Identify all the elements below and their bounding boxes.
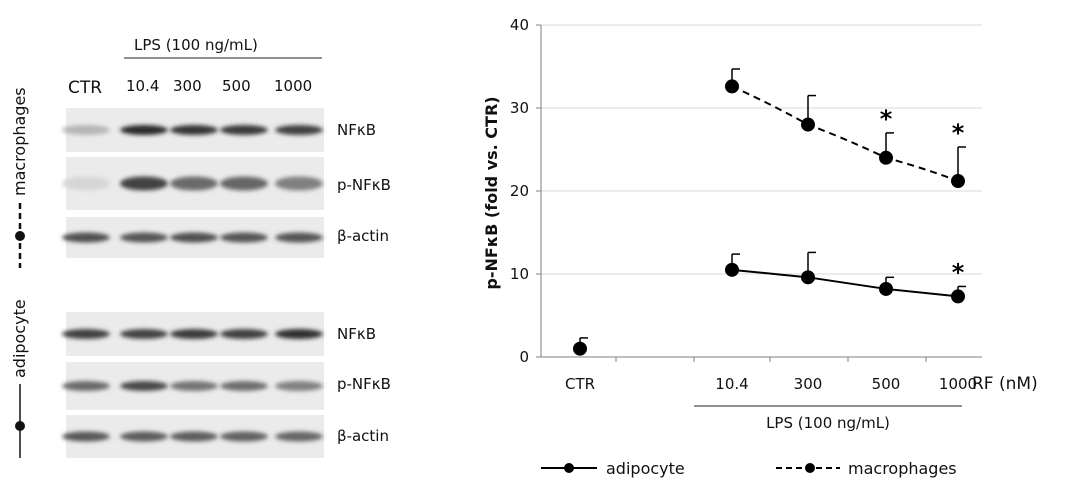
blot-band: [62, 381, 110, 391]
blot-band: [220, 381, 268, 391]
blot-band: [220, 232, 268, 243]
blot-band: [120, 431, 168, 442]
x-tick-label: 10.4: [715, 375, 748, 393]
blot-band: [62, 125, 110, 135]
legend-label-adipocyte: adipocyte: [606, 459, 685, 478]
series-lines: [731, 85, 959, 298]
blot-band: [275, 431, 323, 442]
row-label-mac-actin: β-actin: [337, 227, 389, 245]
blot-band: [220, 125, 268, 135]
x-tick-label: 500: [872, 375, 901, 393]
point-macrophages-10.4: [725, 79, 739, 94]
significance-star: *: [952, 258, 965, 286]
point-macrophages-500: [879, 150, 893, 165]
blot-band: [170, 176, 218, 191]
blot-strips: [62, 108, 324, 458]
significance-star: *: [880, 105, 893, 133]
blot-band: [62, 176, 110, 191]
blot-band: [275, 125, 323, 135]
blot-band: [120, 125, 168, 135]
significance-star: *: [952, 119, 965, 147]
gridlines: [541, 24, 982, 275]
x-axis-label: RF (nM): [972, 374, 1038, 394]
y-tick-label: 40: [510, 16, 529, 34]
blot-band: [62, 329, 110, 339]
blot-band: [62, 232, 110, 243]
lane-label-1000: 1000: [274, 77, 312, 95]
row-label-mac-nfkb: NFκB: [337, 121, 376, 139]
lane-label-500: 500: [222, 77, 251, 95]
blot-band: [170, 125, 218, 135]
y-tick-label: 10: [510, 265, 529, 283]
row-label-mac-pnfkb: p-NFκB: [337, 176, 391, 194]
blot-band: [120, 329, 168, 339]
group-label-macrophages: macrophages: [10, 87, 29, 268]
lane-labels: CTR 10.4 300 500 1000: [68, 77, 312, 98]
macrophages-marker-key: [15, 231, 25, 241]
lane-label-300: 300: [173, 77, 202, 95]
point-adipocyte-300: [801, 270, 815, 285]
point-macrophages-1000: [951, 174, 965, 189]
y-tick-label: 30: [510, 99, 529, 117]
blot-band: [170, 381, 218, 391]
row-labels: NFκB p-NFκB β-actin NFκB p-NFκB β-actin: [337, 121, 391, 445]
y-tick-label: 0: [519, 348, 529, 366]
legend-item-adipocyte: adipocyte: [541, 459, 685, 478]
blot-band: [120, 176, 168, 191]
western-blot-panel: LPS (100 ng/mL) CTR 10.4 300 500 1000 ma…: [10, 36, 391, 458]
group-name-macrophages: macrophages: [10, 87, 29, 196]
blot-band: [62, 431, 110, 442]
lps-header: LPS (100 ng/mL): [134, 36, 258, 54]
point-adipocyte-500: [879, 281, 893, 296]
row-label-adi-pnfkb: p-NFκB: [337, 375, 391, 393]
legend-marker-macrophages: [805, 463, 815, 473]
legend-marker-adipocyte: [564, 463, 574, 473]
axes: [536, 24, 982, 362]
lane-label-ctr: CTR: [68, 78, 102, 98]
group-label-adipocyte: adipocyte: [10, 299, 29, 458]
series-line-macrophages: [731, 85, 959, 182]
point-adipocyte-CTR: [573, 341, 587, 356]
line-chart-panel: p-NFκB (fold vs. CTR) 0 10 20 30 40 CTR 10.4 3…: [482, 16, 1038, 478]
point-adipocyte-10.4: [725, 262, 739, 277]
blot-band: [275, 329, 323, 339]
row-label-adi-nfkb: NFκB: [337, 325, 376, 343]
adipocyte-marker-key: [15, 421, 25, 431]
blot-band: [220, 176, 268, 191]
legend: adipocyte macrophages: [541, 459, 957, 478]
blot-band: [275, 232, 323, 243]
legend-item-macrophages: macrophages: [776, 459, 957, 478]
blot-band: [170, 232, 218, 243]
point-adipocyte-1000: [951, 289, 965, 304]
x-tick-label: 300: [794, 375, 823, 393]
blot-band: [220, 329, 268, 339]
blot-band: [120, 232, 168, 243]
x-tick-label: CTR: [565, 375, 595, 393]
significance-markers: * * *: [880, 105, 965, 287]
x-tick-label: 1000: [939, 375, 977, 393]
group-name-adipocyte: adipocyte: [10, 299, 29, 378]
y-axis-label: p-NFκB (fold vs. CTR): [482, 96, 501, 289]
series-line-adipocyte: [731, 268, 959, 298]
x-tick-labels: CTR 10.4 300 500 1000: [565, 375, 977, 393]
blot-band: [170, 431, 218, 442]
blot-band: [275, 176, 323, 191]
error-bars: [579, 68, 966, 349]
blot-band: [120, 381, 168, 391]
data-points: [573, 79, 965, 356]
blot-band: [275, 381, 323, 391]
row-label-adi-actin: β-actin: [337, 427, 389, 445]
blot-band: [220, 431, 268, 442]
lane-label-10-4: 10.4: [126, 77, 159, 95]
y-tick-label: 20: [510, 182, 529, 200]
legend-label-macrophages: macrophages: [848, 459, 957, 478]
y-tick-labels: 0 10 20 30 40: [510, 16, 529, 366]
x-group-label: LPS (100 ng/mL): [766, 414, 890, 432]
point-macrophages-300: [801, 117, 815, 132]
blot-band: [170, 329, 218, 339]
